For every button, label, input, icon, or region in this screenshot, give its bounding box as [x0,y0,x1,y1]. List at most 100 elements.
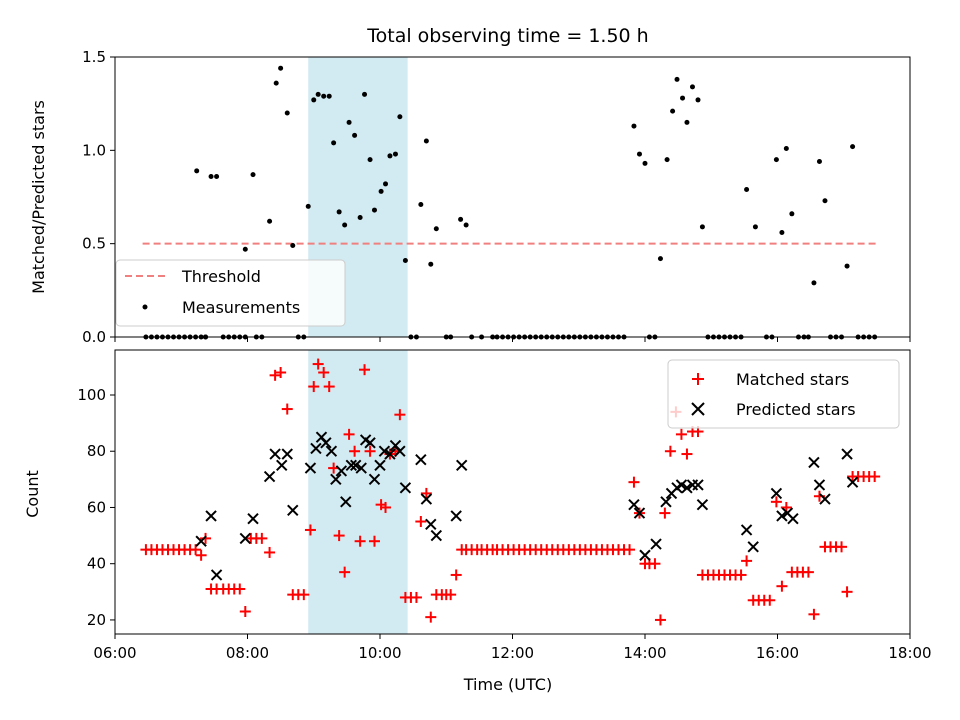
predicted-stars-point [813,479,826,491]
predicted-stars-point [819,493,831,505]
predicted-stars-point [335,465,348,477]
legend-predicted-label: Predicted stars [736,400,856,419]
predicted-stars-point [841,448,853,460]
measurement-point [315,91,321,97]
measurement-point [684,119,690,125]
predicted-stars-point [330,473,342,486]
predicted-stars-point [681,482,693,494]
measurement-point [336,209,342,215]
predicted-stars-point [747,541,759,553]
count-x-tick-label: 16:00 [756,644,799,662]
measurement-point [631,123,637,129]
predicted-stars-point [633,507,646,519]
matched-stars-point [308,381,320,393]
matched-stars-point [275,366,287,378]
matched-stars-point [735,569,747,581]
matched-stars-point [195,549,207,561]
measurement-point [850,144,856,150]
predicted-stars-point [325,445,338,457]
predicted-stars-point [276,459,288,471]
predicted-stars-point [320,437,332,449]
measurement-point [674,76,680,82]
legend-measurements-swatch [142,304,148,310]
count-x-tick-label: 06:00 [93,644,136,662]
matched-stars-point [312,358,324,370]
matched-stars-point [681,448,693,460]
matched-stars-point [445,589,457,601]
chart-title: Total observing time = 1.50 h [366,25,648,47]
predicted-stars-point [195,535,207,547]
measurement-point [680,95,686,101]
predicted-stars-point [399,482,412,494]
count-panel: Count Time (UTC) 20 40 60 80 100 06:00 08:00 10… [23,349,932,694]
ratio-y-tick-label: 1.0 [82,141,106,159]
matched-stars-point [649,558,661,570]
measurement-point [822,198,828,204]
measurement-point [371,207,377,213]
measurement-point [352,132,358,138]
matched-stars-point [333,530,345,542]
matched-stars-point [425,611,437,623]
measurement-point [378,188,384,194]
predicted-stars-point [846,476,859,488]
predicted-stars-point [269,448,281,460]
measurement-point [816,159,822,165]
predicted-stars-point [425,518,437,531]
measurement-point [367,157,373,163]
matched-stars-point [841,586,853,598]
predicted-stars-point [660,496,672,508]
matched-stars-point [281,403,293,415]
predicted-stars-point [355,462,367,474]
count-x-tick-label: 14:00 [623,644,666,662]
matched-stars-point [869,471,881,483]
predicted-stars-point [787,513,799,525]
predicted-stars-point [628,498,640,511]
predicted-stars-point [378,445,391,457]
measurement-point [242,246,248,252]
measurement-point [458,216,464,222]
predicted-stars-point [239,532,251,545]
count-y-tick-label: 80 [87,442,106,460]
predicted-stars-point [287,504,299,516]
predicted-stars-point [247,513,259,525]
matched-stars-point [368,535,380,547]
matched-stars-point [264,546,276,558]
measurement-point [342,222,348,228]
predicted-stars-point [350,459,362,471]
matched-stars-point [410,591,422,603]
legend-matched-swatch [692,373,704,385]
measurement-point [346,119,352,125]
predicted-stars-point [205,510,217,522]
measurement-point [744,187,750,193]
legend-matched-label: Matched stars [736,370,849,389]
matched-stars-point [349,445,361,457]
predicted-stars-point [368,473,381,486]
predicted-stars-point [430,529,443,542]
matched-stars-point [256,532,268,544]
matched-stars-point [628,476,640,488]
measurement-point [267,218,273,224]
predicted-stars-point [770,487,783,500]
predicted-stars-point [639,549,651,561]
measurement-point [670,108,676,114]
predicted-stars-point [776,510,788,522]
count-y-tick-label: 60 [87,498,106,516]
predicted-stars-point [415,453,427,466]
count-x-tick-label: 12:00 [491,644,534,662]
predicted-stars-point [304,462,317,474]
predicted-stars-point [692,479,704,491]
matched-stars-point [808,608,820,620]
ratio-panel: Total observing time = 1.50 h Matched/Pr… [29,25,911,346]
count-x-tick-label: 08:00 [226,644,269,662]
ratio-y-tick-label: 0.0 [82,328,106,346]
predicted-stars-point [310,442,322,455]
predicted-stars-point [696,498,709,511]
matched-stars-point [234,583,246,595]
ratio-y-tick-label: 0.5 [82,235,106,253]
count-y-tick-label: 100 [77,386,106,404]
measurement-point [331,140,337,146]
matched-stars-point [318,366,330,378]
measurement-point [194,168,200,174]
measurement-point [463,222,469,228]
